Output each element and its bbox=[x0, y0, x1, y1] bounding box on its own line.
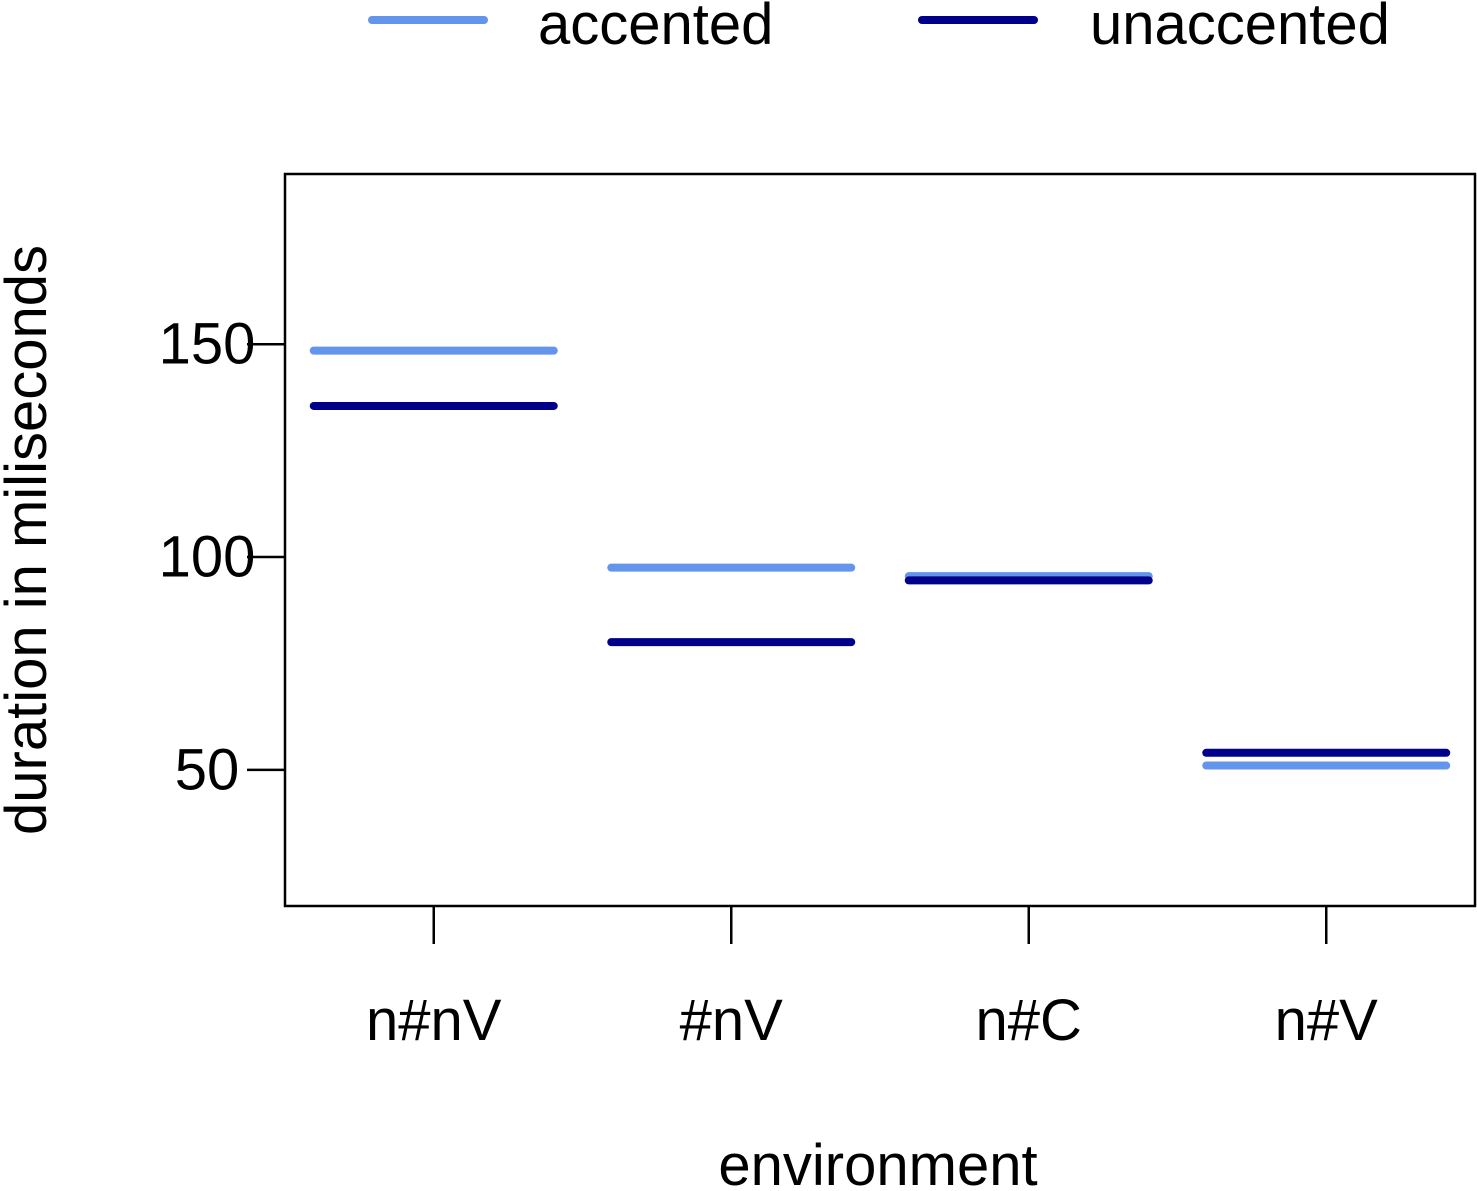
plot-frame bbox=[283, 172, 1477, 908]
x-tick-label-2: n#C bbox=[976, 988, 1082, 1053]
series-layer bbox=[309, 346, 1451, 770]
y-tick-label-100: 100 bbox=[159, 525, 256, 590]
y-axis-label: duration in miliseconds bbox=[0, 245, 59, 835]
y-tick-label-150: 150 bbox=[159, 312, 256, 377]
legend-label-unaccented: unaccented bbox=[1090, 0, 1390, 57]
x-axis: n#nV #nV n#C n#V bbox=[366, 906, 1378, 1053]
x-axis-label: environment bbox=[718, 1133, 1037, 1191]
x-tick-label-3: n#V bbox=[1275, 988, 1379, 1053]
x-tick-label-0: n#nV bbox=[366, 988, 502, 1053]
x-tick-label-1: #nV bbox=[680, 988, 784, 1053]
legend-label-accented: accented bbox=[538, 0, 773, 57]
legend: accented unaccented bbox=[368, 0, 1390, 57]
y-axis: 50 100 150 bbox=[159, 312, 285, 802]
y-tick-label-50: 50 bbox=[175, 737, 240, 802]
